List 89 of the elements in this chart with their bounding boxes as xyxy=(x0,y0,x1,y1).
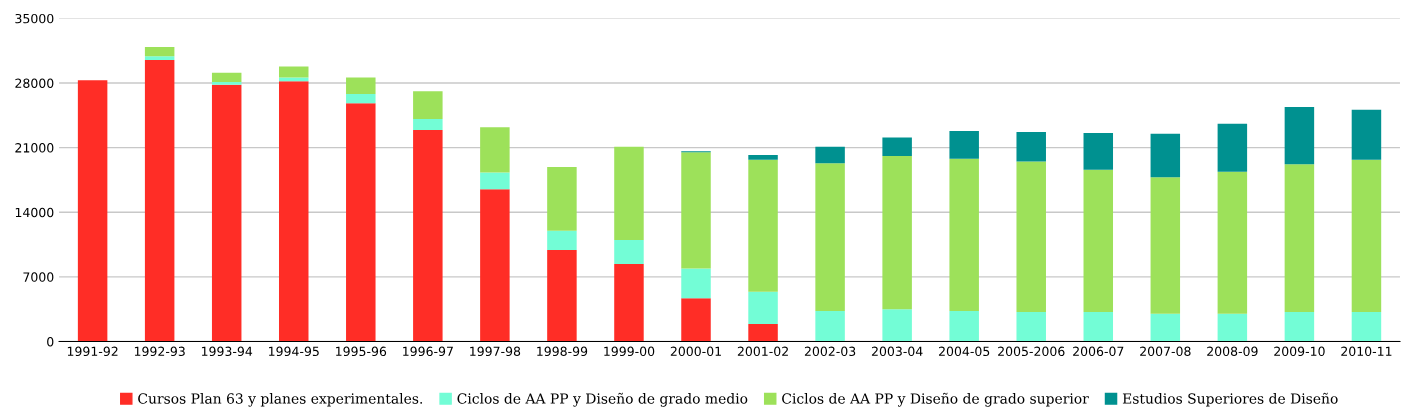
bar xyxy=(614,263,644,342)
x-tick-label: 2004-05 xyxy=(938,346,990,357)
x-tick-label: 1994-95 xyxy=(269,346,319,357)
bar xyxy=(1016,311,1046,342)
x-tick-label: 1999-00 xyxy=(604,346,655,357)
x-tick-label: 1998-99 xyxy=(537,346,588,357)
x-tick-label: 2005-2006 xyxy=(998,346,1065,357)
x-tick-label: 1996-97 xyxy=(403,346,453,357)
bar xyxy=(144,56,175,60)
x-tick-label: 1993-94 xyxy=(201,346,253,357)
bar xyxy=(413,130,443,342)
bar xyxy=(1083,311,1114,342)
x-tick-label: 2000-01 xyxy=(670,346,721,357)
bar xyxy=(882,309,912,342)
bar xyxy=(815,311,845,342)
bar xyxy=(1150,313,1181,342)
bar xyxy=(1217,171,1248,314)
y-tick-label: 21000 xyxy=(15,143,54,153)
bar xyxy=(211,82,242,85)
x-tick-label: 2008-09 xyxy=(1207,346,1258,357)
bar xyxy=(1083,169,1114,312)
bar xyxy=(1016,161,1046,312)
bar xyxy=(1284,311,1315,342)
bar xyxy=(346,77,376,95)
y-tick-label: 35000 xyxy=(15,13,54,24)
bar xyxy=(1150,133,1181,178)
x-tick-label: 1991-92 xyxy=(67,346,118,357)
bar xyxy=(279,66,309,78)
y-tick-label: 0 xyxy=(47,336,54,347)
bar xyxy=(1284,164,1315,312)
bar xyxy=(882,137,912,156)
bar xyxy=(681,152,711,269)
bar xyxy=(748,291,778,324)
bar xyxy=(681,268,711,299)
x-tick-label: 2010-11 xyxy=(1341,346,1392,357)
bar xyxy=(211,84,242,342)
bar xyxy=(346,94,376,104)
x-tick-label: 1997-98 xyxy=(470,346,521,357)
bar xyxy=(77,80,108,342)
bar xyxy=(279,77,309,82)
bar xyxy=(882,155,912,310)
bar xyxy=(480,189,510,342)
y-tick-label: 28000 xyxy=(15,78,54,88)
bar xyxy=(480,172,510,190)
bar xyxy=(346,103,376,342)
bar xyxy=(1351,311,1382,342)
bar xyxy=(1217,123,1248,172)
bar xyxy=(949,131,979,159)
bar xyxy=(614,146,644,240)
bar xyxy=(480,127,510,173)
bar xyxy=(1351,109,1382,160)
legend-label: Cursos Plan 63 y planes experimentales. xyxy=(138,393,423,407)
bar xyxy=(144,47,175,57)
bar xyxy=(547,167,577,231)
bar xyxy=(748,159,778,292)
legend-label: Estudios Superiores de Diseño xyxy=(1122,392,1338,407)
bar xyxy=(614,239,644,264)
legend-label: Ciclos de AA PP y Diseño de grado superior xyxy=(782,392,1089,407)
x-tick-label: 2003-04 xyxy=(871,346,923,357)
x-tick-label: 2002-03 xyxy=(804,346,856,357)
bar xyxy=(748,323,778,342)
x-tick-label: 2001-02 xyxy=(737,346,788,357)
bar xyxy=(547,250,577,342)
bar xyxy=(1284,107,1315,165)
bar xyxy=(1016,131,1046,162)
y-tick-label: 7000 xyxy=(23,272,54,282)
x-tick-label: 1995-96 xyxy=(336,346,387,357)
bar xyxy=(815,163,845,312)
bar xyxy=(211,72,242,83)
bar xyxy=(949,311,979,342)
y-tick-label: 14000 xyxy=(15,207,54,218)
x-tick-label: 2009-10 xyxy=(1274,346,1325,357)
x-tick-label: 2006-07 xyxy=(1073,346,1124,357)
bar xyxy=(949,158,979,312)
bar xyxy=(748,155,778,160)
bar xyxy=(815,146,845,164)
x-tick-label: 2007-08 xyxy=(1140,346,1191,357)
bar xyxy=(279,81,309,342)
legend-label: Ciclos de AA PP y Diseño de grado medio xyxy=(457,392,748,407)
bar xyxy=(144,59,175,342)
bar xyxy=(547,230,577,251)
bar xyxy=(413,91,443,120)
bar xyxy=(1083,132,1114,170)
bar xyxy=(1217,313,1248,342)
bar xyxy=(1351,159,1382,312)
bar xyxy=(1150,177,1181,314)
x-tick-label: 1992-93 xyxy=(134,346,185,357)
bar xyxy=(681,298,711,342)
bar xyxy=(413,119,443,131)
